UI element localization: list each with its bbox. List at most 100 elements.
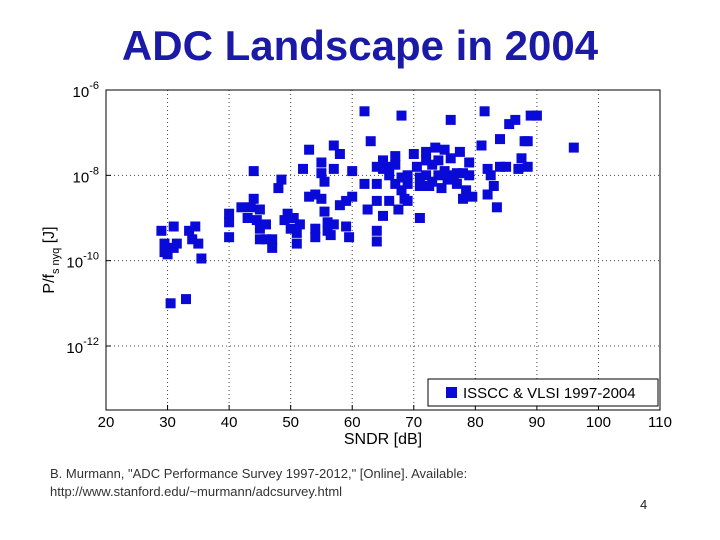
data-point (334, 149, 345, 159)
data-point (396, 110, 407, 121)
data-point (328, 140, 339, 151)
data-point (161, 242, 172, 253)
data-point (384, 170, 395, 181)
x-tick-label: 30 (159, 414, 176, 431)
data-point (439, 144, 450, 155)
data-point (304, 144, 315, 155)
data-point (396, 172, 407, 183)
data-point (485, 170, 496, 181)
data-point (513, 163, 524, 174)
citation-line-1: B. Murmann, "ADC Performance Survey 1997… (50, 466, 468, 481)
data-point (193, 238, 204, 249)
data-point (359, 178, 370, 189)
data-point (254, 223, 265, 234)
data-point (319, 206, 330, 217)
data-point (322, 217, 333, 228)
data-point (341, 221, 352, 232)
data-point (254, 234, 265, 245)
data-point (439, 166, 450, 177)
page-number: 4 (640, 497, 648, 512)
data-point (316, 157, 327, 168)
data-point (454, 146, 465, 157)
data-point (390, 159, 401, 170)
data-point (427, 176, 438, 187)
data-point (390, 178, 401, 189)
x-tick-label: 110 (648, 414, 672, 431)
x-tick-label: 40 (221, 414, 238, 431)
data-point (224, 208, 235, 219)
data-point (390, 151, 401, 162)
data-point (451, 168, 462, 179)
data-point (495, 134, 505, 145)
data-point (328, 163, 339, 174)
data-point (328, 219, 339, 230)
data-point (384, 161, 395, 172)
data-point (516, 153, 527, 164)
data-point (411, 161, 422, 172)
data-point (168, 221, 179, 232)
x-tick-label: 20 (98, 414, 115, 431)
data-point (436, 183, 447, 194)
data-point (325, 230, 336, 241)
data-points (156, 106, 579, 309)
y-tick-label: 10-12 (66, 336, 99, 357)
data-point (402, 170, 413, 181)
data-point (414, 213, 425, 223)
data-point (501, 161, 512, 172)
y-axis-label: P/fs nyq [J] (41, 226, 62, 293)
data-point (347, 166, 358, 177)
data-point (371, 236, 382, 247)
data-point (316, 193, 327, 204)
x-tick-label: 90 (529, 414, 546, 431)
data-point (482, 163, 493, 174)
data-point (402, 178, 413, 189)
data-point (396, 185, 407, 196)
y-tick-label: 10-8 (73, 165, 99, 186)
data-point (184, 225, 195, 236)
x-axis-label: SNDR [dB] (344, 431, 422, 448)
data-point (267, 242, 278, 253)
data-point (291, 238, 302, 249)
data-point (190, 221, 201, 232)
legend-box (427, 378, 659, 407)
data-point (458, 168, 468, 179)
data-point (504, 119, 515, 130)
data-point (467, 191, 478, 202)
data-point (334, 200, 345, 211)
grid-lines (106, 89, 660, 410)
data-point (294, 219, 305, 230)
data-point (414, 172, 425, 183)
data-point (359, 106, 370, 117)
citation: B. Murmann, "ADC Performance Survey 1997… (50, 465, 570, 501)
data-point (236, 202, 247, 213)
data-point (181, 294, 191, 305)
data-point (347, 191, 358, 202)
data-point (442, 174, 453, 185)
data-point (304, 191, 315, 202)
data-point (393, 204, 404, 215)
data-point (282, 208, 293, 219)
data-point (371, 161, 382, 172)
data-point (248, 166, 259, 177)
data-point (267, 234, 278, 245)
axis-ticks: 20 30 40 50 60 70 80 90 100 110 10-6 10-8 10-10 10-12 (66, 80, 672, 431)
data-point (488, 181, 499, 191)
data-point (187, 234, 198, 245)
legend-marker (446, 387, 457, 398)
legend-label: ISSCC & VLSI 1997-2004 (463, 385, 636, 402)
data-point (242, 213, 253, 223)
data-point (276, 174, 287, 185)
data-point (451, 178, 462, 189)
data-point (261, 219, 271, 230)
y-tick-label: 10-6 (73, 80, 99, 101)
data-point (464, 157, 475, 168)
data-point (316, 168, 327, 179)
data-point (344, 232, 355, 243)
data-point (310, 189, 321, 200)
data-point (371, 195, 382, 206)
data-point (245, 202, 256, 213)
data-point (285, 223, 296, 234)
data-point (291, 227, 302, 238)
data-point (482, 189, 493, 200)
data-point (224, 217, 235, 228)
